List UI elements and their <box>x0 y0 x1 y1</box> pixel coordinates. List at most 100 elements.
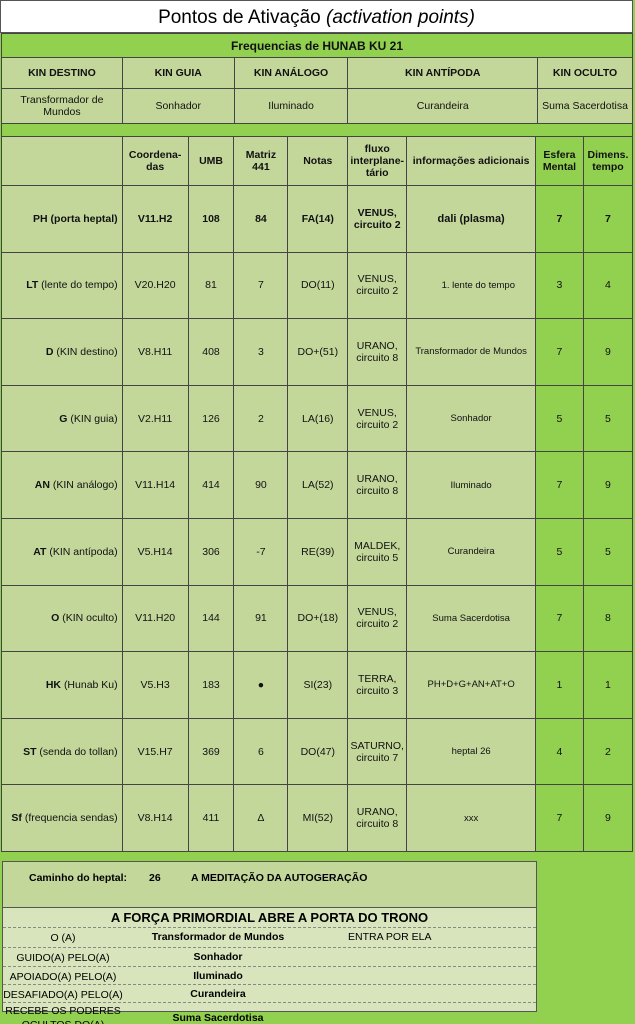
cell-notas: LA(52) <box>287 451 349 519</box>
kin-value: Sonhador <box>121 88 235 124</box>
cell-info: dali (plasma) <box>406 185 536 253</box>
cell-fluxo: SATURNO, circuito 7 <box>347 717 408 786</box>
cell-fluxo: VENUS, circuito 2 <box>347 584 408 653</box>
table-row: LT (lente do tempo) V20.H20 81 7 DO(11) VENUS… <box>1 251 634 320</box>
kin-header: KIN DESTINO <box>1 57 123 89</box>
cell-notas: DO(11) <box>287 251 349 320</box>
cell-matriz: 6 <box>233 717 289 786</box>
point-name: (porta heptal) <box>50 212 118 225</box>
cell-dimens: 9 <box>582 784 634 852</box>
cell-notas: SI(23) <box>287 651 349 719</box>
table-row: D (KIN destino) V8.H11 408 3 DO+(51) URANO, c… <box>1 318 634 386</box>
line-left: RECEBE OS PODERES OCULTOS DO(A) <box>5 1005 121 1024</box>
forca-line: O (A) Transformador de Mundos ENTRA POR … <box>3 928 536 948</box>
line-value: Transformador de Mundos <box>151 931 285 943</box>
cell-notas: DO+(51) <box>287 318 349 386</box>
column-header <box>1 136 123 186</box>
point-name: (KIN oculto) <box>62 612 118 625</box>
cell-umb: 144 <box>187 584 235 653</box>
line-value: Curandeira <box>190 988 246 1000</box>
cell-fluxo: URANO, circuito 8 <box>347 451 408 519</box>
point-name: (Hunab Ku) <box>63 678 118 691</box>
cell-esfera: 5 <box>535 517 584 586</box>
point-label: O (KIN oculto) <box>1 584 123 653</box>
line-left: O (A) <box>50 932 76 944</box>
cell-matriz: Δ <box>233 784 289 852</box>
cell-dimens: 5 <box>582 384 634 453</box>
column-header: UMB <box>187 136 235 186</box>
point-label: HK (Hunab Ku) <box>1 651 123 719</box>
cell-dimens: 5 <box>582 517 634 586</box>
cell-coord: V11.H20 <box>121 584 189 653</box>
kin-header: KIN OCULTO <box>537 57 633 89</box>
column-header: Dimens. tempo <box>582 136 634 186</box>
cell-coord: V5.H14 <box>121 517 189 586</box>
column-header: Coordena-das <box>121 136 189 186</box>
cell-esfera: 7 <box>535 318 584 386</box>
cell-info: PH+D+G+AN+AT+O <box>406 651 536 719</box>
cell-matriz: 7 <box>233 251 289 320</box>
line-left: GUIDO(A) PELO(A) <box>16 952 110 964</box>
cell-info: Curandeira <box>406 517 536 586</box>
cell-coord: V20.H20 <box>121 251 189 320</box>
cell-matriz: ● <box>233 651 289 719</box>
cell-coord: V8.H14 <box>121 784 189 852</box>
cell-fluxo: VENUS, circuito 2 <box>347 384 408 453</box>
cell-esfera: 7 <box>535 584 584 653</box>
point-name: (lente do tempo) <box>41 279 118 292</box>
point-name: (KIN antípoda) <box>49 545 118 558</box>
point-name: (KIN guia) <box>70 412 118 425</box>
cell-umb: 126 <box>187 384 235 453</box>
cell-dimens: 4 <box>582 251 634 320</box>
table-row: Sf (frequencia sendas) V8.H14 411 Δ MI(52) UR… <box>1 784 634 852</box>
cell-fluxo: URANO, circuito 8 <box>347 784 408 852</box>
forca-line: RECEBE OS PODERES OCULTOS DO(A) Suma Sac… <box>3 1003 536 1024</box>
kin-value: Suma Sacerdotisa <box>537 88 633 124</box>
cell-coord: V11.H14 <box>121 451 189 519</box>
cell-info: xxx <box>406 784 536 852</box>
point-name: (KIN análogo) <box>52 479 118 492</box>
cell-esfera: 3 <box>535 251 584 320</box>
cell-dimens: 7 <box>582 185 634 253</box>
cell-info: Suma Sacerdotisa <box>406 584 536 653</box>
cell-esfera: 4 <box>535 717 584 786</box>
forca-title: A FORÇA PRIMORDIAL ABRE A PORTA DO TRONO <box>3 908 536 928</box>
cell-esfera: 1 <box>535 651 584 719</box>
point-label: D (KIN destino) <box>1 318 123 386</box>
cell-coord: V2.H11 <box>121 384 189 453</box>
cell-esfera: 5 <box>535 384 584 453</box>
kin-header: KIN ANTÍPODA <box>347 57 539 89</box>
cell-esfera: 7 <box>535 451 584 519</box>
point-name: (KIN destino) <box>56 345 118 358</box>
line-right: ENTRA POR ELA <box>348 931 432 943</box>
cell-coord: V5.H3 <box>121 651 189 719</box>
line-left: DESAFIADO(A) PELO(A) <box>3 989 123 1001</box>
point-label: AN (KIN análogo) <box>1 451 123 519</box>
kin-value: Curandeira <box>347 88 539 124</box>
cell-notas: LA(16) <box>287 384 349 453</box>
table-row: O (KIN oculto) V11.H20 144 91 DO+(18) VENUS, … <box>1 584 634 653</box>
point-label: AT (KIN antípoda) <box>1 517 123 586</box>
table-row: G (KIN guia) V2.H11 126 2 LA(16) VENUS, circu… <box>1 384 634 453</box>
point-code: O <box>51 612 60 625</box>
cell-umb: 108 <box>187 185 235 253</box>
point-label: PH (porta heptal) <box>1 185 123 253</box>
kin-header: KIN ANÁLOGO <box>233 57 349 89</box>
column-header: Esfera Mental <box>535 136 584 186</box>
table-header-row: Coordena-das UMB Matriz 441 Notas fluxo inte… <box>1 136 634 186</box>
point-code: AN <box>34 479 50 492</box>
cell-esfera: 7 <box>535 185 584 253</box>
point-code: G <box>59 412 68 425</box>
point-name: (senda do tollan) <box>39 745 118 758</box>
table-row: AN (KIN análogo) V11.H14 414 90 LA(52) URANO,… <box>1 451 634 519</box>
cell-coord: V15.H7 <box>121 717 189 786</box>
column-header: Notas <box>287 136 349 186</box>
cell-matriz: 91 <box>233 584 289 653</box>
point-code: ST <box>23 745 37 758</box>
cell-matriz: -7 <box>233 517 289 586</box>
point-code: LT <box>26 279 39 292</box>
cell-umb: 408 <box>187 318 235 386</box>
caminho-label: Caminho do heptal: <box>29 872 127 884</box>
cell-notas: DO(47) <box>287 717 349 786</box>
